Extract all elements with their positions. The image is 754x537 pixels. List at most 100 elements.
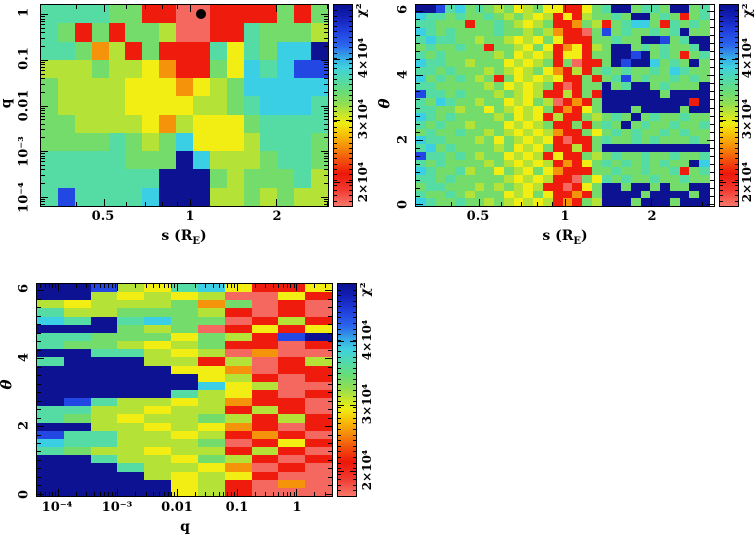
heatmap-cell [601,59,613,68]
heatmap-cell [142,78,160,98]
heatmap-cell [582,198,593,206]
heatmap-cell [125,114,143,134]
heatmap-cell [445,51,456,60]
heatmap-cell [484,190,495,199]
heatmap-cell [57,5,76,24]
tick [37,417,41,419]
heatmap-cell [699,144,710,153]
tick [114,492,116,496]
tick [416,187,420,189]
heatmap-cell [416,151,427,161]
heatmap-cell [226,96,245,116]
tick [167,492,169,496]
heatmap-cell [660,74,671,83]
heatmap-cell [464,20,476,29]
heatmap-cell [278,324,306,334]
heatmap-cell [601,190,613,199]
heatmap-cell [455,190,466,199]
tick [349,179,352,181]
heatmap-cell [144,479,172,489]
heatmap-cell [251,438,280,448]
tick [338,479,341,481]
tick [189,199,191,206]
heatmap-cell [445,198,456,206]
tick [338,362,341,364]
heatmap-cell [251,390,280,399]
x-tick-label: 1 [185,209,195,224]
heatmap-cell [611,66,622,76]
x-axis-title-sub: E [192,235,200,247]
heatmap-cell [455,35,466,45]
heatmap-cell [144,381,172,391]
tick [349,73,352,75]
heatmap-cell [192,78,211,98]
heatmap-cell [91,23,110,43]
tick [349,131,352,133]
heatmap-cell [621,20,632,29]
heatmap-cell [63,300,92,310]
tick [720,79,723,81]
heatmap-cell [260,78,279,98]
heatmap-cell [513,35,525,45]
heatmap-cell [699,5,710,14]
heatmap-cell [435,90,447,99]
heatmap-cell [669,105,681,114]
heatmap-cell [260,187,279,206]
heatmap-cells [416,5,710,206]
heatmap-cell [484,136,495,145]
tick [416,139,420,141]
heatmap-cell [445,190,456,199]
tick [283,284,285,288]
heatmap-cell [117,422,145,432]
heatmap-cell [503,74,515,83]
heatmap-cell [601,43,613,53]
heatmap-cell [251,381,280,391]
tick [324,203,328,205]
heatmap-cell [278,390,306,399]
tick [338,395,341,397]
heatmap-cell [679,159,691,169]
heatmap-cell [311,5,328,24]
tick [720,63,723,65]
heatmap-cell [474,74,486,83]
tick [353,412,356,414]
colorbar-tick-labels: 4×10⁴ 3×10⁴ 2×10⁴ [740,4,754,207]
heatmap-cell [305,422,332,432]
heatmap-cell [416,28,427,37]
heatmap-cell [669,97,681,107]
heatmap-cell [435,74,447,83]
heatmap-cell [484,66,495,76]
heatmap-cell [601,5,613,14]
tick [720,20,723,22]
heatmap-cell [171,438,199,448]
tick [135,492,137,496]
heatmap-cell [474,12,486,22]
heatmap-cell [601,136,613,145]
heatmap-cell [582,74,593,83]
heatmap-cell [251,414,280,424]
heatmap-cell [445,175,456,184]
heatmap-cell [197,332,226,342]
heatmap-cell [611,35,622,45]
heatmap-cell [278,381,306,391]
tick [37,349,41,351]
heatmap-cell [699,51,710,60]
heatmap-cell [562,59,573,68]
x-tick-label: 0.5 [466,209,490,224]
tick [145,5,147,9]
heatmap-cell [523,190,534,199]
heatmap-cell [621,159,632,169]
tick [324,119,328,121]
tick [324,38,328,40]
heatmap-cell [474,43,486,53]
heatmap-cell [90,357,119,367]
heatmap-cell [435,35,447,45]
heatmap-cell [305,341,332,350]
tick [720,174,723,176]
tick [41,38,45,40]
heatmap-cell [171,349,199,359]
heatmap-cell [484,198,495,206]
tick [735,73,738,75]
tick [735,200,738,202]
heatmap-cell [294,23,312,43]
